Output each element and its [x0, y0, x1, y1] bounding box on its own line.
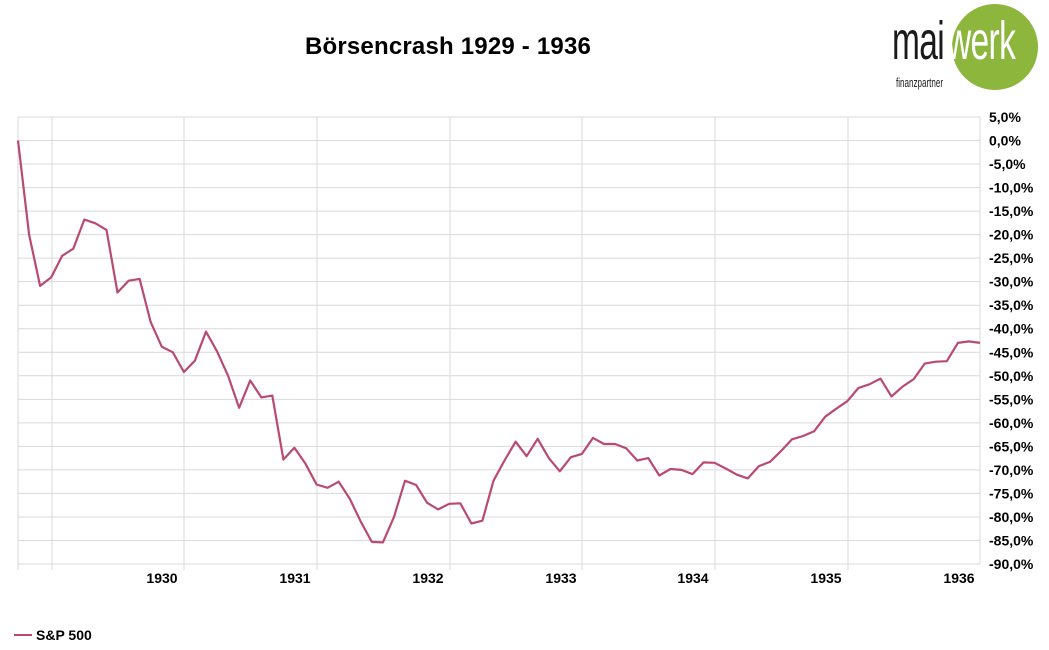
- x-tick-label: 1935: [810, 570, 841, 586]
- y-tick-label: -45,0%: [989, 344, 1034, 360]
- x-tick-label: 1934: [677, 570, 708, 586]
- series-line-sp500: [16, 140, 981, 544]
- logo-text-mai: mai: [892, 11, 945, 71]
- y-tick-label: -15,0%: [989, 203, 1034, 219]
- y-tick-label: -30,0%: [989, 274, 1034, 290]
- x-tick-label: 1936: [943, 570, 974, 586]
- legend: S&P 500: [14, 627, 92, 643]
- y-tick-label: -20,0%: [989, 227, 1034, 243]
- x-tick-label: 1933: [545, 570, 576, 586]
- y-tick-label: -85,0%: [989, 532, 1034, 548]
- y-tick-label: -25,0%: [989, 250, 1034, 266]
- logo-green-circle: [952, 4, 1038, 90]
- y-tick-label: -70,0%: [989, 462, 1034, 478]
- logo-text-werk: werk: [947, 11, 1016, 71]
- y-tick-label: -90,0%: [989, 556, 1034, 572]
- x-tick-label: 1930: [146, 570, 177, 586]
- y-tick-label: -50,0%: [989, 368, 1034, 384]
- y-tick-label: -55,0%: [989, 391, 1034, 407]
- legend-swatch: [14, 634, 32, 636]
- maiwerk-logo: mai werk finanzpartner: [886, 2, 1046, 97]
- x-tick-label: 1931: [279, 570, 310, 586]
- y-tick-label: -65,0%: [989, 438, 1034, 454]
- y-tick-label: 0,0%: [989, 133, 1021, 149]
- legend-label: S&P 500: [36, 627, 92, 643]
- y-tick-label: -40,0%: [989, 321, 1034, 337]
- y-tick-label: -80,0%: [989, 509, 1034, 525]
- y-tick-label: -5,0%: [989, 156, 1026, 172]
- y-tick-label: -75,0%: [989, 485, 1034, 501]
- chart-title: Börsencrash 1929 - 1936: [304, 33, 592, 60]
- y-tick-label: -60,0%: [989, 415, 1034, 431]
- x-tick-label: 1932: [412, 570, 443, 586]
- y-tick-label: -10,0%: [989, 180, 1034, 196]
- y-tick-label: -35,0%: [989, 297, 1034, 313]
- y-tick-label: 5,0%: [989, 109, 1021, 125]
- logo-subtitle: finanzpartner: [896, 75, 944, 90]
